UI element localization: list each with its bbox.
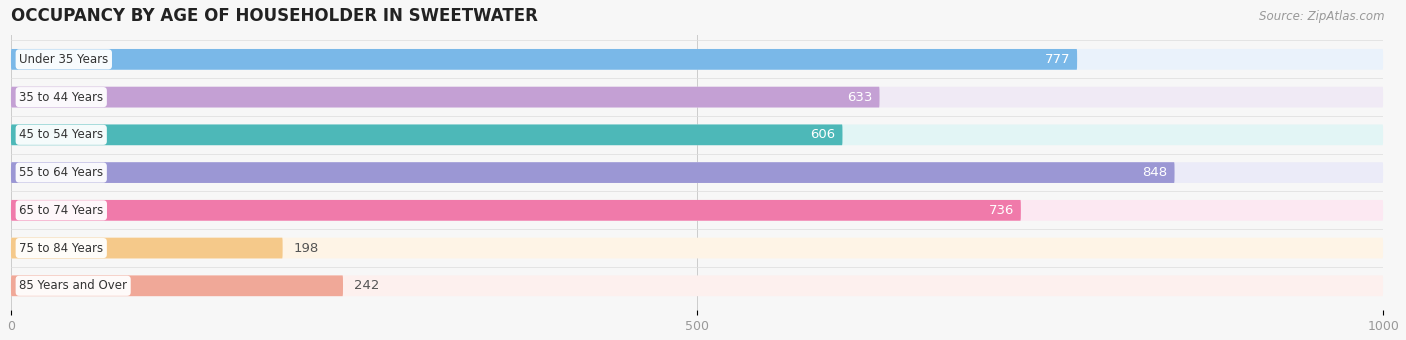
FancyBboxPatch shape: [11, 275, 343, 296]
Text: 55 to 64 Years: 55 to 64 Years: [20, 166, 103, 179]
Text: 35 to 44 Years: 35 to 44 Years: [20, 90, 103, 104]
Text: 45 to 54 Years: 45 to 54 Years: [20, 128, 103, 141]
Text: 633: 633: [848, 90, 873, 104]
FancyBboxPatch shape: [11, 87, 880, 107]
Text: 198: 198: [294, 241, 319, 255]
Text: 75 to 84 Years: 75 to 84 Years: [20, 241, 103, 255]
FancyBboxPatch shape: [11, 162, 1174, 183]
Text: Under 35 Years: Under 35 Years: [20, 53, 108, 66]
FancyBboxPatch shape: [11, 162, 1384, 183]
FancyBboxPatch shape: [11, 87, 1384, 107]
FancyBboxPatch shape: [11, 124, 842, 145]
Text: 848: 848: [1143, 166, 1168, 179]
FancyBboxPatch shape: [11, 200, 1021, 221]
Text: Source: ZipAtlas.com: Source: ZipAtlas.com: [1260, 10, 1385, 23]
FancyBboxPatch shape: [11, 49, 1077, 70]
FancyBboxPatch shape: [11, 200, 1384, 221]
FancyBboxPatch shape: [11, 124, 1384, 145]
Text: 242: 242: [354, 279, 380, 292]
Text: 777: 777: [1045, 53, 1070, 66]
Text: 65 to 74 Years: 65 to 74 Years: [20, 204, 104, 217]
Text: OCCUPANCY BY AGE OF HOUSEHOLDER IN SWEETWATER: OCCUPANCY BY AGE OF HOUSEHOLDER IN SWEET…: [11, 7, 538, 25]
Text: 85 Years and Over: 85 Years and Over: [20, 279, 127, 292]
FancyBboxPatch shape: [11, 275, 1384, 296]
FancyBboxPatch shape: [11, 49, 1384, 70]
FancyBboxPatch shape: [11, 238, 1384, 258]
Text: 736: 736: [988, 204, 1014, 217]
FancyBboxPatch shape: [11, 238, 283, 258]
Text: 606: 606: [810, 128, 835, 141]
